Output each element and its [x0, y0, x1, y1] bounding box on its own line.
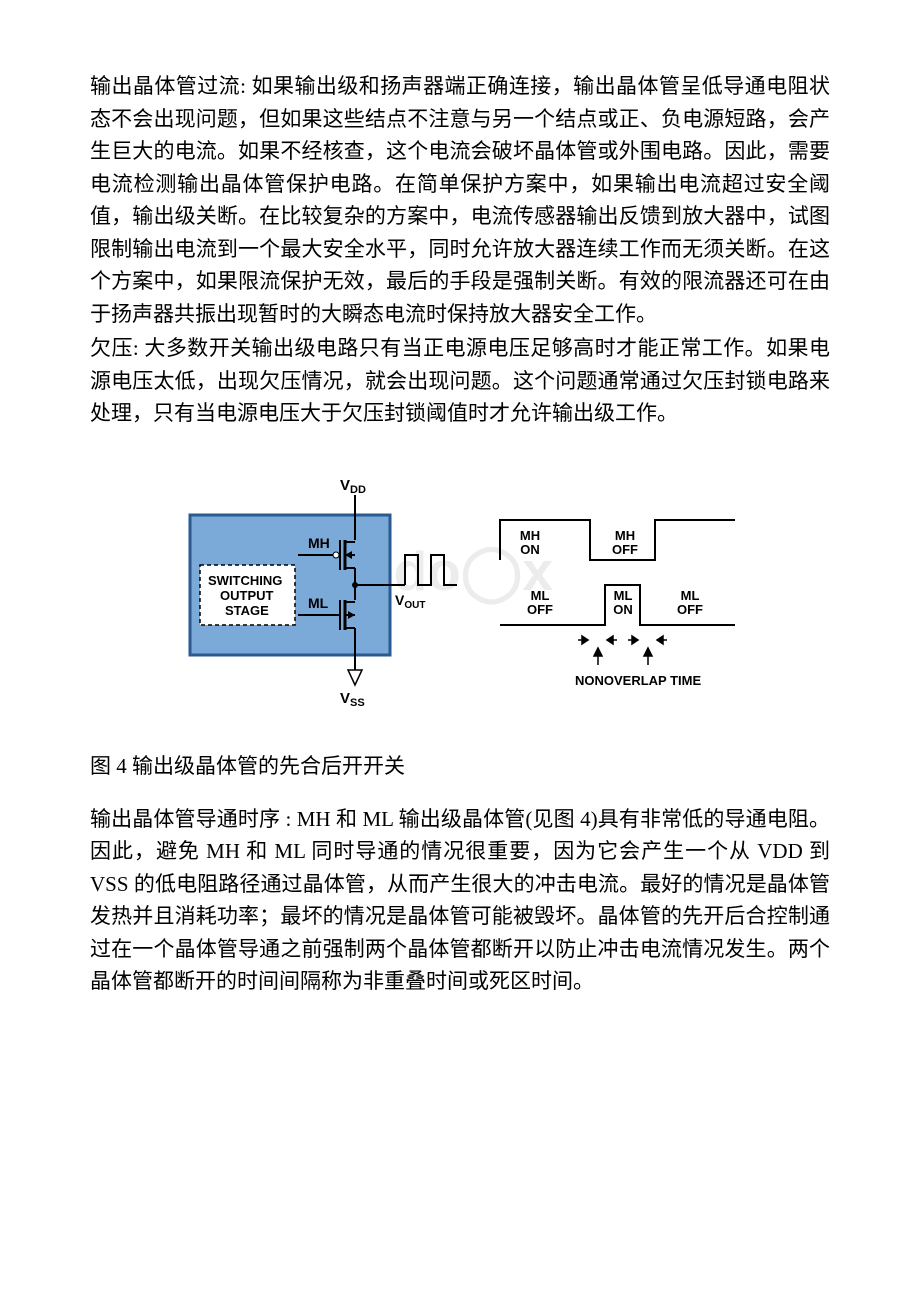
nonoverlap-arrows	[578, 636, 667, 665]
ml-on-label: ML	[614, 588, 633, 603]
output-label: OUTPUT	[220, 588, 274, 603]
figure-4-caption: 图 4 输出级晶体管的先合后开开关	[90, 750, 830, 783]
figure-4: bdo◯x SWITCHING OUTPUT STAGE VDD VSS MH …	[90, 460, 830, 710]
ml-off1-label: ML	[531, 588, 550, 603]
ml-off2-label: ML	[681, 588, 700, 603]
figure-4-svg: bdo◯x SWITCHING OUTPUT STAGE VDD VSS MH …	[180, 460, 740, 710]
mh-off-text: OFF	[612, 542, 638, 557]
switching-label: SWITCHING	[208, 573, 282, 588]
ml-on-text: ON	[613, 602, 633, 617]
ml-off1-text: OFF	[527, 602, 553, 617]
mh-on-label: MH	[520, 528, 540, 543]
vss-label: VSS	[340, 690, 365, 709]
ml-off2-text: OFF	[677, 602, 703, 617]
stage-label: STAGE	[225, 603, 269, 618]
paragraph-overcurrent: 输出晶体管过流: 如果输出级和扬声器端正确连接，输出晶体管呈低导通电阻状态不会出…	[90, 70, 830, 330]
nonoverlap-label: NONOVERLAP TIME	[575, 673, 701, 688]
vdd-label: VDD	[340, 477, 366, 496]
mh-off-label: MH	[615, 528, 635, 543]
paragraph-undervoltage: 欠压: 大多数开关输出级电路只有当正电源电压足够高时才能正常工作。如果电源电压太…	[90, 332, 830, 430]
ml-label: ML	[308, 595, 329, 611]
mh-on-text: ON	[520, 542, 540, 557]
paragraph-timing: 输出晶体管导通时序 : MH 和 ML 输出级晶体管(见图 4)具有非常低的导通…	[90, 803, 830, 998]
mh-label: MH	[308, 535, 330, 551]
